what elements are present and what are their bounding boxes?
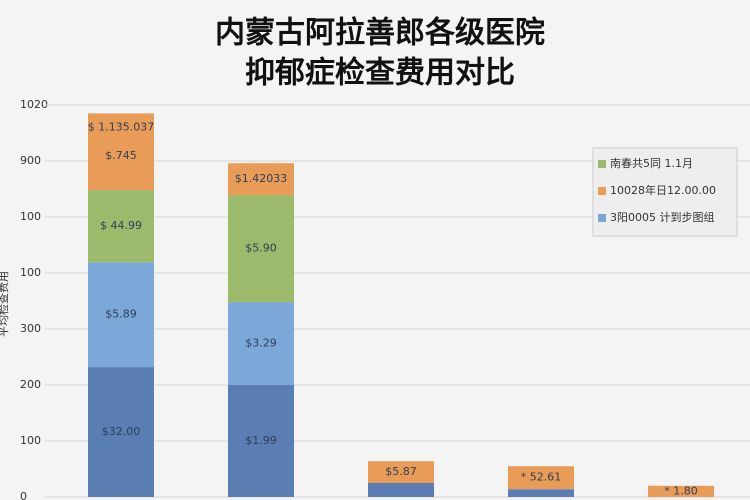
data-label: $1.99 (245, 434, 277, 447)
y-axis-label: 平均检查费用 (0, 271, 10, 337)
y-tick-label: 100 (20, 434, 41, 447)
y-tick-label: 0 (20, 490, 27, 500)
legend-entry: 3阳0005 计到步图组 (610, 210, 715, 224)
y-tick-label: 100 (20, 210, 41, 223)
legend-swatch (598, 187, 606, 195)
data-label: * 52.61 (521, 471, 562, 484)
legend-box (592, 147, 738, 237)
legend-swatch (598, 160, 606, 168)
y-tick-label: 1020 (20, 98, 48, 111)
bar-segment (508, 489, 574, 497)
bar-segment (228, 385, 294, 497)
data-label: $5.89 (105, 308, 137, 321)
y-tick-label: 300 (20, 322, 41, 335)
data-label: $32.00 (102, 425, 141, 438)
bar-segment (368, 461, 434, 483)
data-label: $5.90 (245, 242, 277, 255)
bar-segment (88, 367, 154, 497)
data-label: $.745 (105, 149, 137, 162)
data-label: $3.29 (245, 337, 277, 350)
data-label: $1.42033 (235, 172, 288, 185)
legend-entry: 南春共5同 1.1月 (610, 157, 693, 170)
bar-segment (228, 195, 294, 303)
bar-segment (508, 466, 574, 490)
legend-swatch (598, 214, 606, 222)
bar-segment (228, 302, 294, 385)
bar-segment (228, 163, 294, 196)
y-tick-label: 200 (20, 378, 41, 391)
bar-segment (88, 113, 154, 191)
chart-title: 内蒙古阿拉善郎各级医院 (215, 16, 545, 51)
data-label: $ 1.135.037 (88, 120, 154, 133)
y-tick-label: 900 (20, 154, 41, 167)
bar-segment (88, 262, 154, 368)
data-label: $5.87 (385, 465, 417, 478)
bar-segment (368, 483, 434, 497)
data-label: * 1.80 (664, 484, 698, 497)
chart-title: 抑郁症检查费用对比 (245, 56, 515, 91)
bar-segment (88, 190, 154, 263)
data-label: $ 44.99 (100, 219, 142, 232)
legend-entry: 10028年日12.00.00 (610, 183, 716, 197)
bar-segment (648, 485, 714, 497)
y-tick-label: 100 (20, 266, 41, 279)
